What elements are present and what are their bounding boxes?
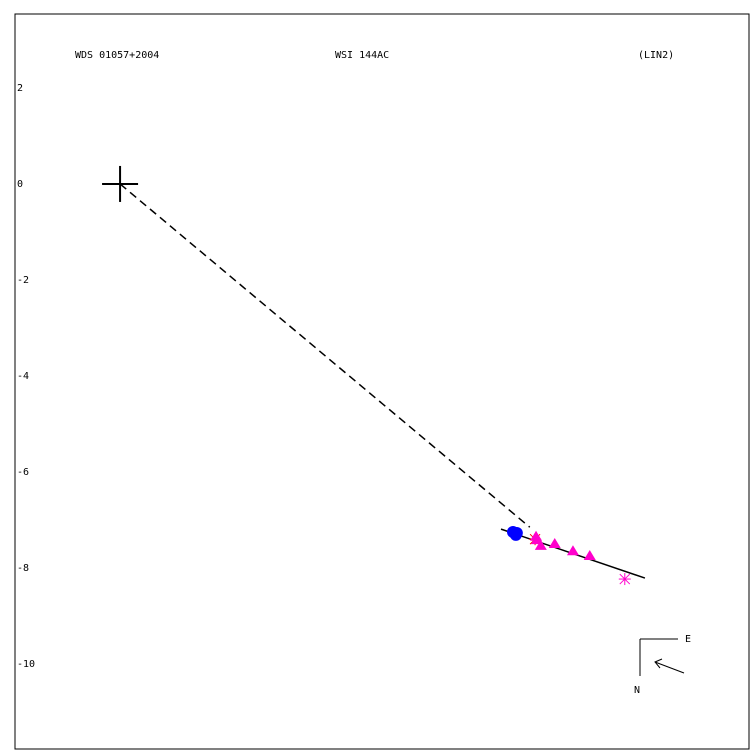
y-tick-label: -8 [17,563,29,574]
y-tick-label: -10 [17,659,35,670]
compass-arrowhead [654,658,663,669]
plot-frame [14,13,750,750]
point [583,550,596,561]
annotation: (LIN2) [638,50,674,61]
compass-e-label: E [685,634,691,645]
point [534,539,547,550]
point [566,545,579,556]
y-tick-label: -4 [17,371,29,382]
line [119,183,531,528]
compass-n-label: N [634,685,640,696]
point [510,526,523,539]
y-tick-label: -6 [17,467,29,478]
point [548,538,561,549]
chart-subtitle: WSI 144AC [335,50,389,61]
y-tick-label: 0 [17,179,23,190]
compass [639,638,685,676]
y-tick-label: -2 [17,275,29,286]
point [618,573,631,586]
chart-title: WDS 01057+2004 [75,50,159,61]
y-tick-label: 2 [17,83,23,94]
compass-arrow [654,661,685,674]
